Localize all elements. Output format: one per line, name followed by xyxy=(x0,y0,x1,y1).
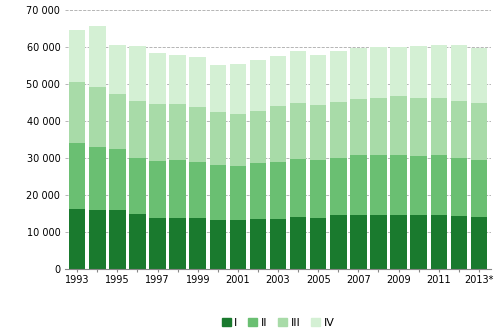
Bar xyxy=(471,217,487,269)
Bar xyxy=(270,56,286,106)
Bar xyxy=(169,217,186,269)
Bar xyxy=(430,155,447,215)
Bar xyxy=(310,105,327,160)
Bar xyxy=(189,162,206,218)
Bar xyxy=(270,219,286,269)
Bar xyxy=(370,97,387,155)
Bar xyxy=(310,218,327,269)
Bar xyxy=(390,96,407,154)
Bar xyxy=(209,165,226,220)
Bar xyxy=(89,26,106,87)
Bar xyxy=(471,103,487,160)
Bar xyxy=(249,219,266,269)
Bar xyxy=(290,217,307,269)
Bar xyxy=(69,82,85,143)
Bar xyxy=(270,106,286,162)
Bar xyxy=(209,220,226,269)
Bar xyxy=(69,30,85,82)
Bar xyxy=(109,94,126,149)
Bar xyxy=(89,147,106,210)
Bar xyxy=(249,111,266,163)
Bar xyxy=(350,155,367,215)
Bar xyxy=(229,64,246,114)
Bar xyxy=(430,98,447,155)
Bar xyxy=(169,160,186,217)
Bar xyxy=(350,215,367,269)
Bar xyxy=(410,215,427,269)
Bar xyxy=(229,114,246,166)
Bar xyxy=(290,51,307,103)
Bar xyxy=(471,48,487,103)
Bar xyxy=(69,143,85,209)
Bar xyxy=(370,155,387,215)
Bar xyxy=(229,220,246,269)
Bar xyxy=(109,45,126,94)
Bar xyxy=(350,48,367,99)
Bar xyxy=(330,102,347,158)
Bar xyxy=(450,215,467,269)
Bar xyxy=(370,47,387,97)
Bar xyxy=(169,104,186,160)
Bar xyxy=(129,46,146,101)
Bar xyxy=(209,65,226,113)
Bar xyxy=(390,215,407,269)
Bar xyxy=(430,45,447,98)
Bar xyxy=(89,87,106,147)
Bar xyxy=(290,103,307,159)
Bar xyxy=(249,163,266,219)
Bar xyxy=(109,149,126,210)
Bar xyxy=(129,214,146,269)
Bar xyxy=(129,157,146,214)
Bar xyxy=(390,154,407,215)
Bar xyxy=(450,157,467,215)
Bar xyxy=(149,53,166,104)
Bar xyxy=(410,98,427,156)
Bar xyxy=(189,218,206,269)
Bar xyxy=(310,160,327,218)
Bar xyxy=(149,218,166,269)
Bar xyxy=(149,161,166,218)
Bar xyxy=(450,101,467,157)
Bar xyxy=(330,215,347,269)
Bar xyxy=(471,160,487,217)
Bar xyxy=(129,101,146,157)
Bar xyxy=(109,210,126,269)
Bar xyxy=(410,46,427,98)
Bar xyxy=(350,99,367,155)
Bar xyxy=(330,51,347,102)
Legend: I, II, III, IV: I, II, III, IV xyxy=(217,313,339,328)
Bar xyxy=(209,113,226,165)
Bar xyxy=(89,210,106,269)
Bar xyxy=(169,55,186,104)
Bar xyxy=(330,158,347,215)
Bar xyxy=(189,57,206,107)
Bar xyxy=(310,55,327,105)
Bar xyxy=(390,47,407,96)
Bar xyxy=(290,159,307,217)
Bar xyxy=(430,215,447,269)
Bar xyxy=(189,107,206,162)
Bar xyxy=(229,166,246,220)
Bar xyxy=(249,60,266,111)
Bar xyxy=(270,162,286,219)
Bar xyxy=(149,104,166,161)
Bar xyxy=(450,45,467,101)
Bar xyxy=(410,156,427,215)
Bar xyxy=(370,215,387,269)
Bar xyxy=(69,209,85,269)
